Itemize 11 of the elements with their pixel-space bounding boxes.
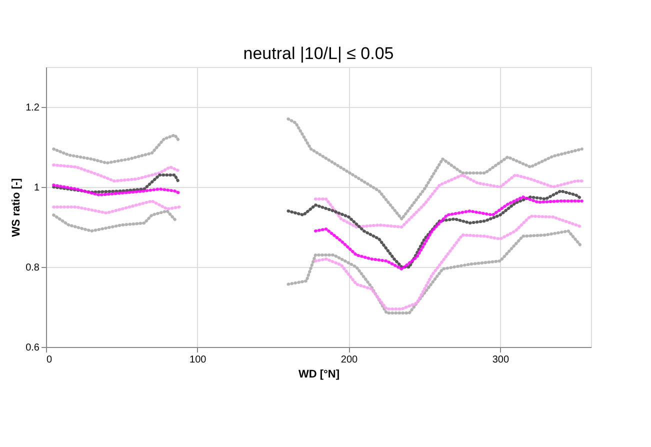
x-tick-label: 200 — [340, 354, 358, 366]
x-tick-label: 300 — [492, 354, 510, 366]
y-axis-title: WS ratio [-] — [10, 178, 23, 237]
y-tick-label: 1.2 — [26, 102, 40, 114]
y-tick-label: 1 — [34, 182, 40, 194]
x-tick-label: 0 — [46, 354, 52, 366]
x-axis-title: WD [°N] — [298, 368, 340, 380]
y-tick-label: 0.8 — [26, 262, 40, 274]
chart-title: neutral |10/L| ≤ 0.05 — [243, 44, 394, 63]
y-tick-label: 0.6 — [26, 342, 40, 354]
x-tick-label: 100 — [190, 354, 207, 366]
